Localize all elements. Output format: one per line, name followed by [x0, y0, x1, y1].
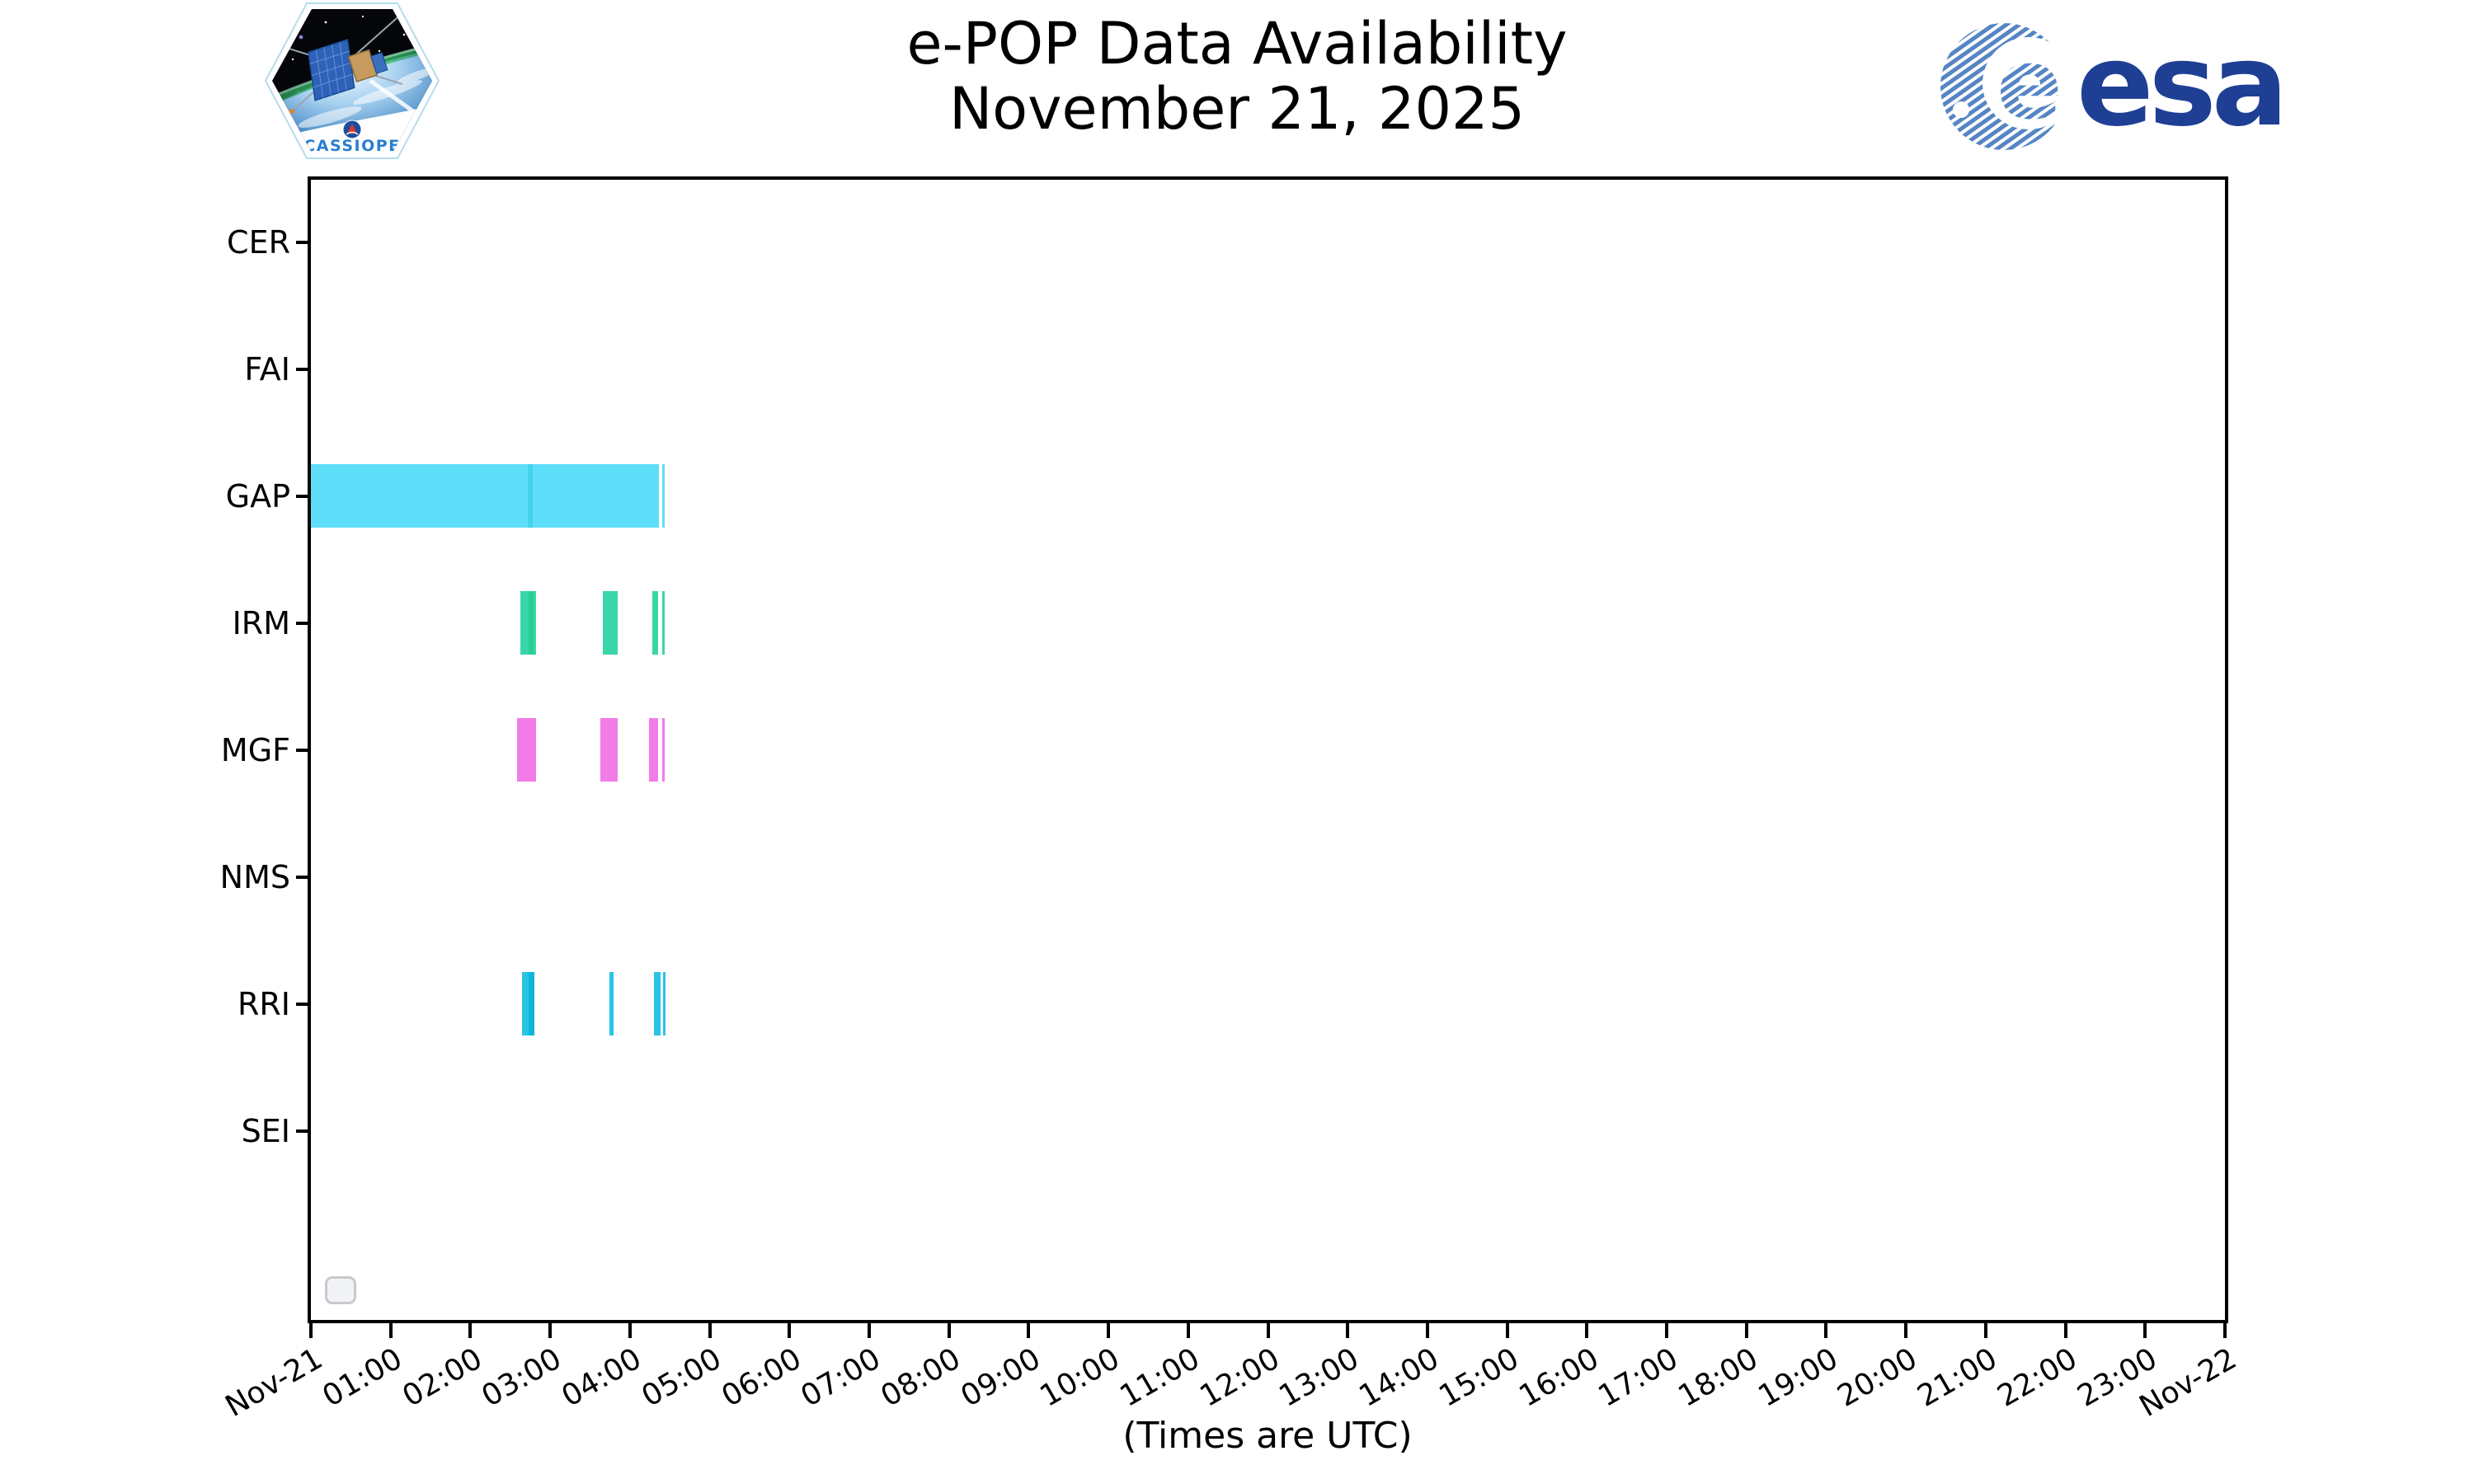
rri-availability-bar	[653, 972, 661, 1036]
y-axis-label-cer: CER	[227, 223, 290, 261]
legend-box	[325, 1276, 356, 1304]
x-tick-label-3: 03:00	[476, 1341, 568, 1414]
x-tick-label-21: 21:00	[1912, 1341, 2003, 1414]
gap-availability-bar	[528, 464, 533, 528]
x-tick-label-0: Nov-21	[219, 1341, 328, 1424]
x-tick-24	[2223, 1323, 2227, 1338]
rri-availability-bar	[609, 972, 614, 1036]
y-tick-sei	[296, 1129, 311, 1133]
x-tick-9	[1027, 1323, 1031, 1338]
x-tick-13	[1346, 1323, 1350, 1338]
x-tick-12	[1266, 1323, 1270, 1338]
x-tick-label-6: 06:00	[715, 1341, 807, 1414]
y-axis-label-fai: FAI	[244, 350, 290, 387]
patch-satellite	[282, 13, 430, 124]
x-tick-3	[548, 1323, 553, 1338]
esa-globe: e	[1940, 23, 2075, 150]
rri-availability-bar	[529, 972, 534, 1036]
x-tick-20	[1904, 1323, 1908, 1338]
x-tick-label-20: 20:00	[1832, 1341, 1924, 1414]
y-tick-rri	[296, 1002, 311, 1006]
mgf-availability-bar	[600, 718, 618, 782]
x-tick-label-12: 12:00	[1194, 1341, 1286, 1414]
x-tick-label-17: 17:00	[1592, 1341, 1685, 1414]
x-tick-label-1: 01:00	[317, 1341, 408, 1414]
x-tick-label-7: 07:00	[795, 1341, 887, 1414]
y-tick-gap	[296, 494, 311, 498]
x-tick-label-15: 15:00	[1433, 1341, 1525, 1414]
rri-availability-bar	[663, 972, 666, 1036]
x-tick-10	[1107, 1323, 1111, 1338]
y-axis-label-sei: SEI	[241, 1112, 290, 1149]
x-tick-1	[388, 1323, 393, 1338]
x-tick-0	[309, 1323, 313, 1338]
y-tick-cer	[296, 240, 311, 244]
mgf-availability-bar	[662, 718, 665, 782]
x-tick-8	[947, 1323, 951, 1338]
csa-logo	[342, 120, 362, 139]
irm-availability-bar	[602, 591, 618, 655]
x-tick-label-4: 04:00	[556, 1341, 647, 1414]
y-axis-label-mgf: MGF	[220, 731, 290, 768]
chart-subtitle: November 21, 2025	[948, 75, 1526, 143]
x-tick-18	[1744, 1323, 1748, 1338]
gap-availability-bar	[311, 464, 659, 528]
x-tick-label-10: 10:00	[1034, 1341, 1126, 1414]
x-tick-label-18: 18:00	[1672, 1341, 1764, 1414]
y-axis-label-gap: GAP	[225, 477, 290, 514]
gap-availability-bar	[662, 464, 666, 528]
y-tick-nms	[296, 875, 311, 879]
plot-area	[308, 176, 2228, 1323]
x-tick-15	[1505, 1323, 1509, 1338]
x-tick-11	[1186, 1323, 1190, 1338]
y-axis-label-rri: RRI	[237, 985, 290, 1022]
x-tick-16	[1585, 1323, 1589, 1338]
x-tick-label-5: 05:00	[636, 1341, 727, 1414]
x-tick-7	[867, 1323, 871, 1338]
x-tick-label-22: 22:00	[1992, 1341, 2083, 1414]
x-tick-6	[788, 1323, 792, 1338]
x-tick-2	[468, 1323, 473, 1338]
irm-availability-bar	[662, 591, 665, 655]
x-tick-label-16: 16:00	[1512, 1341, 1605, 1414]
x-tick-22	[2063, 1323, 2067, 1338]
x-tick-label-14: 14:00	[1353, 1341, 1445, 1414]
x-tick-19	[1824, 1323, 1828, 1338]
x-tick-label-19: 19:00	[1752, 1341, 1844, 1414]
y-axis-label-irm: IRM	[232, 604, 290, 641]
x-tick-14	[1425, 1323, 1429, 1338]
chart-title: e-POP Data Availability	[906, 10, 1568, 77]
x-tick-23	[2143, 1323, 2147, 1338]
x-tick-label-9: 09:00	[955, 1341, 1047, 1414]
svg-text:e: e	[1997, 27, 2062, 141]
y-tick-fai	[296, 367, 311, 371]
esa-logo: e esa	[1940, 19, 2288, 152]
y-tick-irm	[296, 621, 311, 625]
irm-availability-bar	[529, 591, 534, 655]
x-tick-5	[708, 1323, 712, 1338]
mgf-availability-bar	[517, 718, 536, 782]
x-tick-17	[1665, 1323, 1669, 1338]
x-tick-21	[1983, 1323, 1987, 1338]
x-tick-label-11: 11:00	[1114, 1341, 1206, 1414]
x-tick-4	[628, 1323, 632, 1338]
y-tick-mgf	[296, 748, 311, 752]
irm-availability-bar	[651, 591, 658, 655]
cassiope-patch-label: CASSIOPE	[303, 137, 400, 155]
mgf-availability-bar	[649, 718, 658, 782]
x-tick-label-2: 02:00	[397, 1341, 488, 1414]
esa-wordmark: esa	[2077, 19, 2284, 152]
cassiope-mission-patch: CASSIOPE	[264, 2, 440, 159]
y-axis-label-nms: NMS	[219, 858, 290, 895]
x-axis-label: (Times are UTC)	[1122, 1415, 1413, 1457]
x-tick-label-8: 08:00	[875, 1341, 967, 1414]
chart-title-block: e-POP Data Availability November 21, 202…	[495, 12, 1979, 142]
x-tick-label-13: 13:00	[1273, 1341, 1366, 1414]
